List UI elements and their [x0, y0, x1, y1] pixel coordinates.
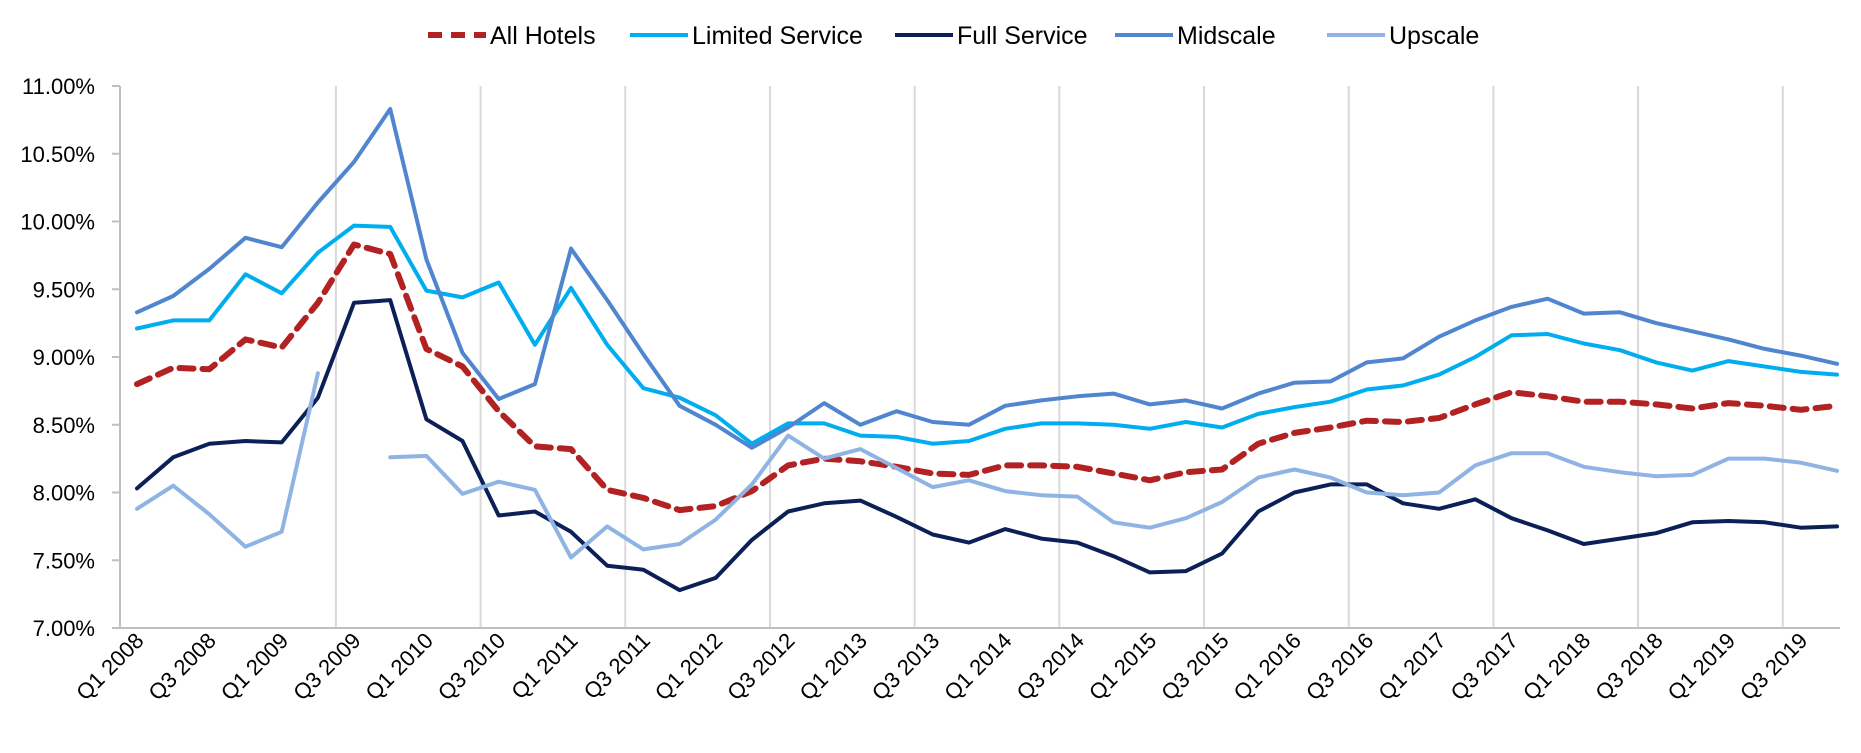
y-tick-label: 10.50% [20, 142, 95, 167]
x-tick-label: Q3 2012 [722, 628, 799, 705]
x-tick-label: Q3 2011 [579, 628, 655, 704]
series-line-limited-service [135, 223, 1839, 446]
x-tick-label: Q3 2016 [1301, 628, 1378, 705]
x-tick-label: Q3 2010 [433, 628, 510, 705]
series-line-upscale [135, 371, 320, 549]
series-full-service [135, 298, 1839, 593]
x-tick-label: Q1 2012 [650, 628, 727, 705]
x-tick-label: Q1 2016 [1229, 628, 1306, 705]
y-axis: 7.00% 7.50% 8.00% 8.50% 9.00% 9.50% 10.00% 10.5… [20, 74, 121, 641]
x-tick-label: Q1 2009 [216, 628, 293, 705]
x-tick-label: Q3 2014 [1012, 628, 1089, 705]
x-tick-label: Q1 2017 [1373, 628, 1450, 705]
x-tick-label: Q3 2017 [1446, 628, 1523, 705]
chart-legend: All Hotels Limited Service Full Service Mid… [428, 22, 1479, 50]
y-tick-label: 9.00% [33, 345, 95, 370]
y-tick-label: 7.50% [33, 548, 95, 573]
y-tick-label: 7.00% [33, 616, 95, 641]
legend-label-upscale: Upscale [1389, 22, 1479, 50]
y-tick-label: 9.50% [33, 277, 95, 302]
x-tick-label: Q3 2019 [1735, 628, 1812, 705]
series-midscale [135, 107, 1839, 450]
vertical-gridlines [334, 86, 1784, 628]
series-upscale [135, 371, 1839, 560]
series-limited-service [135, 223, 1839, 446]
legend-label-midscale: Midscale [1177, 22, 1276, 50]
x-tick-label: Q3 2009 [288, 628, 365, 705]
x-tick-label: Q1 2010 [361, 628, 438, 705]
series-lines [134, 107, 1840, 593]
x-tick-label: Q3 2018 [1590, 628, 1667, 705]
x-tick-label: Q3 2015 [1156, 628, 1233, 705]
x-tick-label: Q1 2014 [939, 628, 1016, 705]
x-tick-label: Q1 2019 [1663, 628, 1740, 705]
x-tick-label: Q3 2008 [144, 628, 221, 705]
series-all-hotels [134, 241, 1840, 514]
series-line-midscale [135, 107, 1839, 450]
x-tick-label: Q1 2011 [506, 628, 582, 704]
legend-label-full-service: Full Service [957, 22, 1088, 50]
series-line-upscale [388, 433, 1839, 560]
y-tick-label: 10.00% [20, 210, 95, 235]
x-tick-label: Q1 2018 [1518, 628, 1595, 705]
x-tick-label: Q1 2013 [795, 628, 872, 705]
x-tick-label: Q3 2013 [867, 628, 944, 705]
series-line-full-service [135, 298, 1839, 593]
legend-label-limited-service: Limited Service [692, 22, 863, 50]
legend-label-all-hotels: All Hotels [490, 22, 596, 50]
y-tick-label: 8.00% [33, 481, 95, 506]
series-line-all-hotels [134, 241, 1840, 514]
x-tick-label: Q1 2015 [1084, 628, 1161, 705]
y-tick-label: 8.50% [33, 413, 95, 438]
y-tick-label: 11.00% [22, 74, 95, 99]
